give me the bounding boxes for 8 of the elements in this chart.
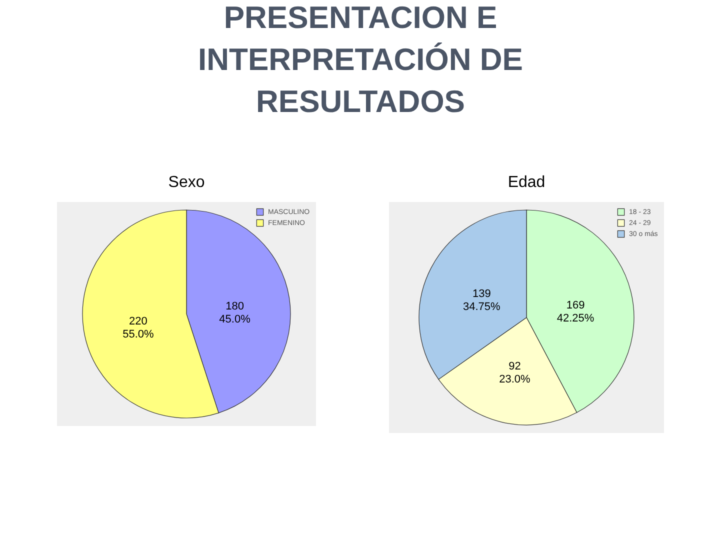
data-label: 220 55.0%: [122, 316, 154, 341]
text: PRESENTACION E INTERPRETACIÓN DE RESULTADOS: [198, 0, 523, 119]
data-label: 180 45.0%: [219, 300, 251, 326]
chart-title: Edad: [508, 174, 546, 191]
data-label: 169 42.25%: [556, 299, 594, 324]
chart-title: Sexo: [168, 174, 205, 191]
data-label: 92 23.0%: [499, 360, 531, 386]
data-label: 139 34.75%: [463, 288, 501, 314]
